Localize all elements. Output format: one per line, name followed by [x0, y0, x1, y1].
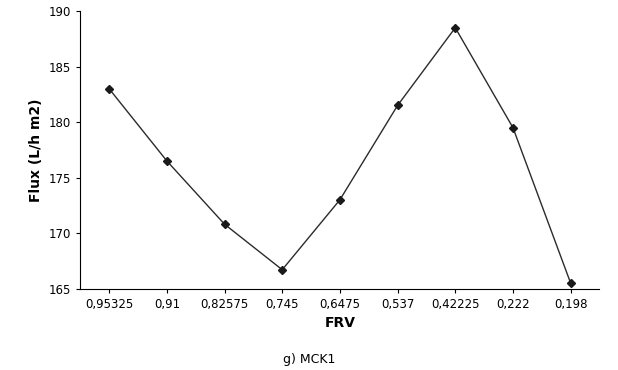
Text: g) MCK1: g) MCK1	[283, 353, 335, 366]
X-axis label: FRV: FRV	[324, 316, 355, 330]
Y-axis label: Flux (L/h m2): Flux (L/h m2)	[30, 98, 43, 202]
